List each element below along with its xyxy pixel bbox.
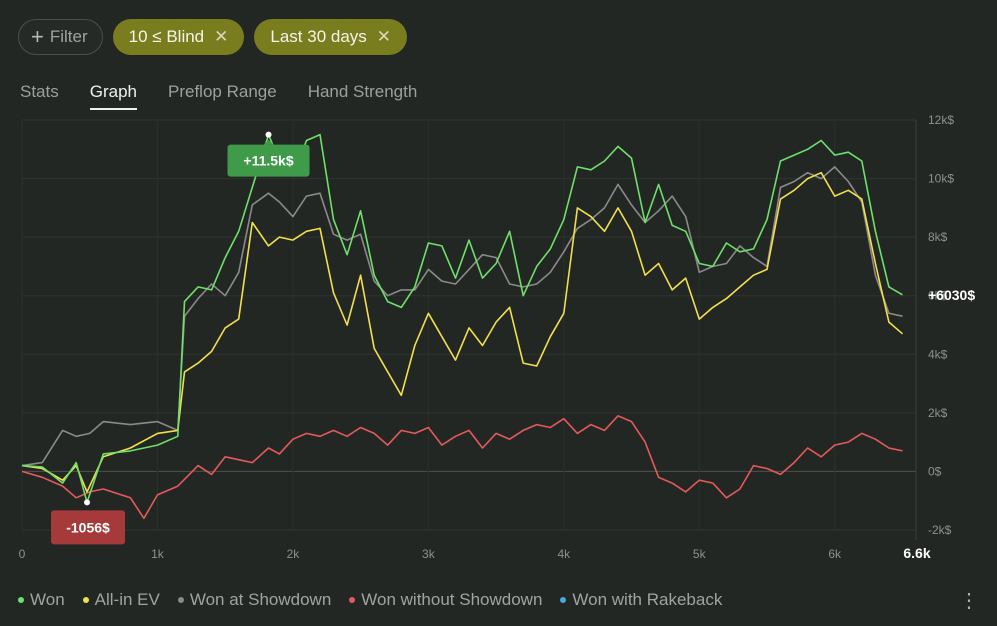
close-icon[interactable]: ✕ bbox=[214, 27, 229, 46]
x-tick-label: 5k bbox=[693, 547, 707, 561]
x-tick-label: 2k bbox=[287, 547, 301, 561]
chart-legend: Won All-in EV Won at Showdown Won withou… bbox=[18, 590, 722, 610]
y-tick-label: 12k$ bbox=[928, 115, 954, 127]
filter-bar: + Filter 10 ≤ Blind ✕ Last 30 days ✕ bbox=[18, 19, 408, 55]
y-tick-label: 8k$ bbox=[928, 230, 948, 244]
y-tick-label: 2k$ bbox=[928, 406, 948, 420]
tab-preflop-range[interactable]: Preflop Range bbox=[168, 82, 277, 101]
profit-graph[interactable]: 12k$ 10k$ 8k$ 6k$ 4k$ 2k$ 0$ -2k$ 0 1k 2k 3k 4k 5k 6k 6… bbox=[0, 115, 997, 575]
max-label-badge bbox=[227, 144, 310, 177]
legend-label: All-in EV bbox=[94, 590, 160, 609]
max-label-pointer bbox=[263, 139, 274, 145]
min-label-badge bbox=[51, 510, 126, 545]
legend-dot-icon bbox=[177, 597, 184, 603]
series-line bbox=[21, 171, 904, 493]
max-label: +11.5k$ bbox=[243, 153, 293, 169]
plus-icon: + bbox=[31, 24, 44, 49]
legend-dot-icon bbox=[18, 597, 24, 603]
legend-dot-icon bbox=[82, 597, 89, 603]
legend-label: Won without Showdown bbox=[361, 590, 543, 609]
blind-filter-chip[interactable]: 10 ≤ Blind ✕ bbox=[112, 19, 245, 55]
y-tick-label: 4k$ bbox=[928, 347, 948, 361]
end-value-label: +6030$ bbox=[928, 287, 975, 303]
tab-graph[interactable]: Graph bbox=[89, 82, 137, 110]
min-point-marker bbox=[84, 499, 91, 506]
series-line bbox=[21, 133, 903, 504]
close-icon[interactable]: ✕ bbox=[376, 27, 392, 46]
x-tick-label: 3k bbox=[422, 547, 436, 561]
max-point-marker bbox=[265, 131, 272, 138]
y-tick-label: 10k$ bbox=[928, 172, 954, 186]
legend-label: Won at Showdown bbox=[189, 590, 332, 609]
date-filter-label: Last 30 days bbox=[270, 27, 367, 46]
x-tick-label: 4k bbox=[557, 547, 571, 561]
date-filter-chip[interactable]: Last 30 days ✕ bbox=[254, 19, 408, 55]
legend-won-without-showdown[interactable]: Won without Showdown bbox=[349, 590, 542, 610]
tab-stats[interactable]: Stats bbox=[20, 82, 59, 101]
y-tick-label: 0$ bbox=[928, 464, 942, 478]
x-tick-label: 1k bbox=[151, 547, 165, 561]
blind-filter-label: 10 ≤ Blind bbox=[128, 27, 205, 46]
kebab-menu-icon[interactable]: ⋮ bbox=[959, 590, 979, 612]
x-end-label: 6.6k bbox=[903, 545, 930, 561]
legend-label: Won with Rakeback bbox=[572, 590, 723, 609]
series-line bbox=[21, 166, 903, 467]
legend-won[interactable]: Won bbox=[18, 590, 65, 610]
tab-bar: Stats Graph Preflop Range Hand Strength bbox=[20, 82, 417, 110]
y-tick-label: 6k$ bbox=[928, 289, 948, 303]
filter-button[interactable]: + Filter bbox=[18, 19, 103, 55]
x-tick-label: 6k bbox=[828, 547, 842, 561]
legend-dot-icon bbox=[349, 597, 356, 603]
legend-all-in-ev[interactable]: All-in EV bbox=[82, 590, 160, 610]
tab-hand-strength[interactable]: Hand Strength bbox=[307, 82, 418, 101]
min-label: -1056$ bbox=[66, 519, 110, 535]
y-tick-label: -2k$ bbox=[928, 523, 952, 537]
legend-won-at-showdown[interactable]: Won at Showdown bbox=[177, 590, 332, 610]
x-tick-label: 0 bbox=[19, 547, 26, 561]
legend-label: Won bbox=[30, 590, 65, 609]
series-line bbox=[21, 415, 903, 520]
legend-won-with-rakeback[interactable]: Won with Rakeback bbox=[560, 590, 722, 610]
filter-label: Filter bbox=[49, 27, 88, 46]
legend-dot-icon bbox=[560, 597, 567, 603]
